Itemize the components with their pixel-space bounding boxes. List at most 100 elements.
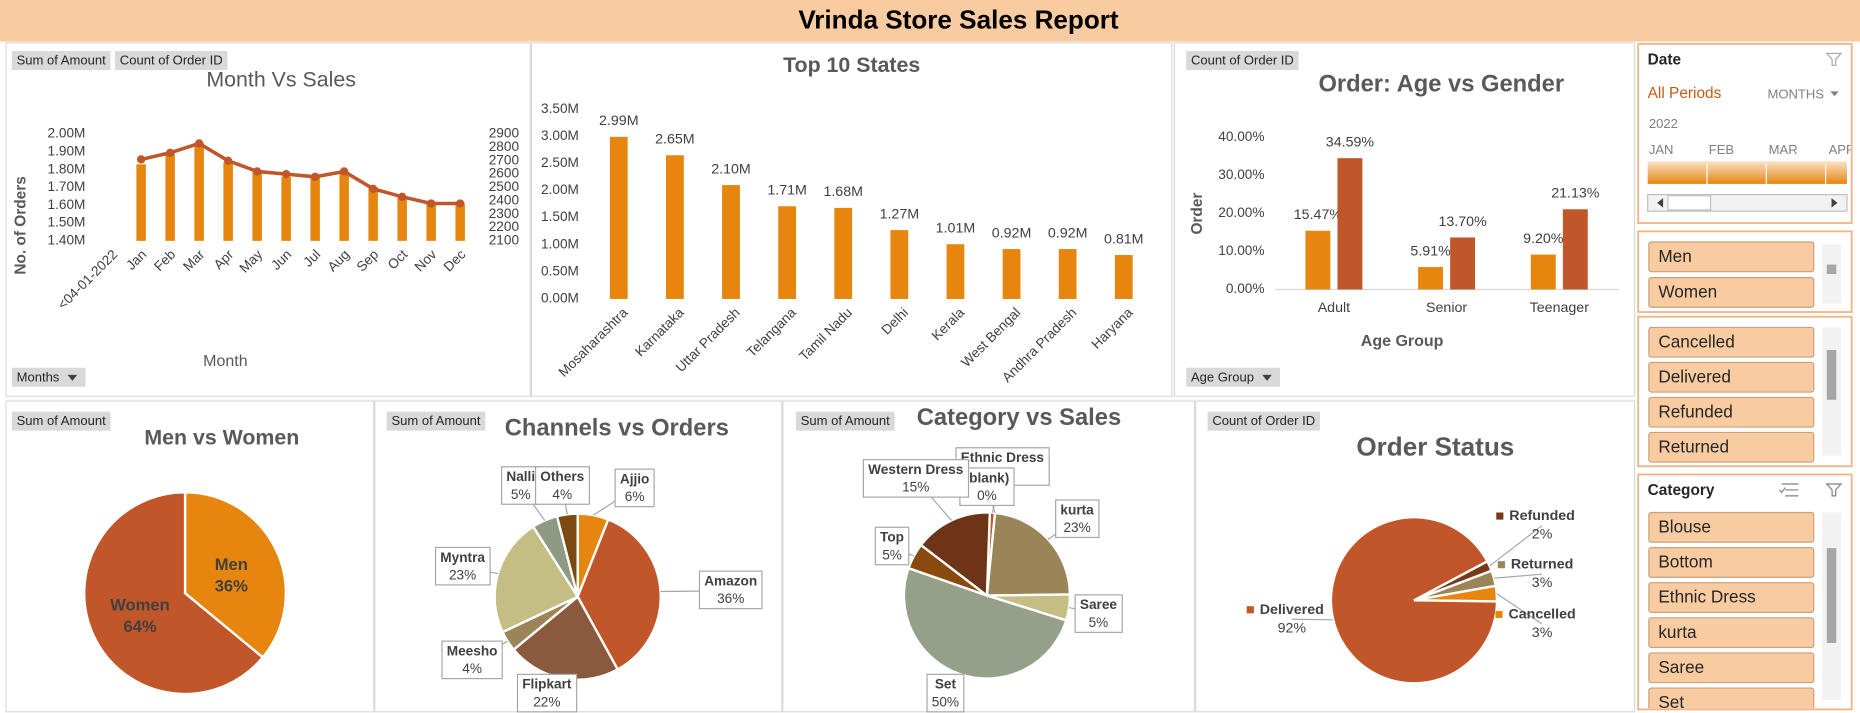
bar <box>1418 267 1444 290</box>
line-marker <box>310 172 320 181</box>
bar <box>194 142 204 241</box>
field-button[interactable] <box>11 411 111 431</box>
slice-label: Ethnic Dress <box>961 450 1045 465</box>
bar <box>778 206 797 299</box>
x-axis-title: Age Group <box>1361 333 1444 350</box>
slicer-item: Cancelled <box>1658 331 1734 351</box>
slice-value: 23% <box>449 568 476 583</box>
label-swatch <box>1497 561 1505 569</box>
slicer-button[interactable] <box>1648 547 1815 578</box>
slice-value: 36% <box>717 591 744 606</box>
data-label: 1.68M <box>823 184 863 200</box>
slicer-button[interactable] <box>1648 326 1815 358</box>
y-tick-label: 1.50M <box>48 215 86 230</box>
slice-value: 5% <box>511 487 531 502</box>
y2-tick-label: 2900 <box>489 126 520 141</box>
slice-label: Saree <box>1080 597 1118 612</box>
field-button-label: Age Group <box>1191 369 1254 384</box>
field-button[interactable] <box>115 51 228 71</box>
leader-line <box>1496 593 1543 625</box>
slicer-item: Saree <box>1658 657 1704 677</box>
line-marker <box>281 169 291 179</box>
slicer-level[interactable]: MONTHS <box>1767 86 1824 101</box>
data-label: 0.92M <box>992 225 1032 241</box>
leader-line <box>1493 573 1543 579</box>
slicer-button[interactable] <box>1648 511 1815 543</box>
data-label: 0.81M <box>1104 231 1144 247</box>
chart-title: Channels vs Orders <box>505 416 729 442</box>
data-label: 13.70% <box>1438 214 1487 230</box>
slice-value: 92% <box>1278 620 1307 636</box>
field-button[interactable] <box>11 51 111 71</box>
label-swatch <box>1246 606 1254 614</box>
data-label: 2.99M <box>599 113 639 129</box>
slicer-month: MAR <box>1769 142 1798 157</box>
label-box <box>434 546 491 586</box>
slice-label: Western Dress <box>868 462 964 477</box>
header-bar <box>0 0 1860 42</box>
line-marker <box>369 184 378 193</box>
chart-title: Order Status <box>1356 431 1514 461</box>
bar <box>223 162 233 241</box>
bar <box>1058 249 1077 299</box>
slicer-item: Blouse <box>1658 516 1711 536</box>
y-axis-title: No. of Orders <box>12 176 29 274</box>
field-button[interactable] <box>386 411 486 431</box>
y-tick-label: 0.00M <box>541 291 579 306</box>
slice-value: 22% <box>533 694 560 709</box>
bar <box>426 203 436 241</box>
y-tick-label: 30.00% <box>1218 167 1264 182</box>
field-button-label: Sum of Amount <box>17 53 106 68</box>
slicer-button[interactable] <box>1648 431 1815 463</box>
slicer-item: Refunded <box>1658 401 1733 421</box>
slicer-button[interactable] <box>1648 652 1815 684</box>
slice-label: Men <box>215 555 248 574</box>
bar <box>1450 237 1476 290</box>
slicer-button[interactable] <box>1648 241 1815 273</box>
slice-value: 3% <box>1532 575 1553 591</box>
y2-tick-label: 2300 <box>489 206 520 221</box>
slicer-button[interactable] <box>1648 617 1815 649</box>
slicer-button[interactable] <box>1648 396 1815 428</box>
slicer-button[interactable] <box>1648 277 1815 308</box>
bar <box>1562 209 1588 290</box>
x-tick-label: Senior <box>1426 300 1467 316</box>
label-box <box>516 673 578 713</box>
slicer-period[interactable]: All Periods <box>1648 85 1722 102</box>
bar <box>368 187 378 241</box>
y-tick-label: 3.00M <box>541 128 579 143</box>
field-button-label: Count of Order ID <box>1212 413 1315 428</box>
slice-value: 64% <box>123 617 156 636</box>
slicer-button[interactable] <box>1648 582 1815 613</box>
slice-value: 23% <box>1063 520 1090 535</box>
pie-slice <box>1329 516 1499 685</box>
slice-label: Amazon <box>704 574 757 589</box>
panel-borders <box>5 42 1636 713</box>
chart-title: Men vs Women <box>144 426 299 450</box>
field-button[interactable] <box>1186 367 1281 387</box>
x-tick-label: Teenager <box>1530 300 1590 316</box>
label-box <box>926 673 965 713</box>
field-button[interactable] <box>1186 51 1299 71</box>
slicer-month: FEB <box>1709 142 1734 157</box>
data-label: 0.92M <box>1048 225 1088 241</box>
data-label: 2.10M <box>711 161 751 177</box>
label-box <box>862 459 970 498</box>
label-box <box>1055 499 1100 539</box>
slicer-button[interactable] <box>1648 687 1815 713</box>
dropdown-arrow <box>67 374 78 381</box>
slicer-button[interactable] <box>1648 361 1815 393</box>
field-button[interactable] <box>1207 411 1320 431</box>
line-marker <box>194 139 204 148</box>
slice-label: Nalli <box>506 469 535 484</box>
field-button[interactable] <box>11 367 86 387</box>
field-button[interactable] <box>795 411 895 431</box>
slicer-month: JAN <box>1649 142 1674 157</box>
y-tick-label: 10.00% <box>1218 243 1264 258</box>
bar <box>397 196 407 241</box>
x-tick-label: Adult <box>1318 300 1350 316</box>
line-marker <box>252 167 262 176</box>
y-tick-label: 20.00% <box>1218 205 1264 220</box>
label-box <box>441 640 503 680</box>
field-button-label: Sum of Amount <box>17 413 106 428</box>
